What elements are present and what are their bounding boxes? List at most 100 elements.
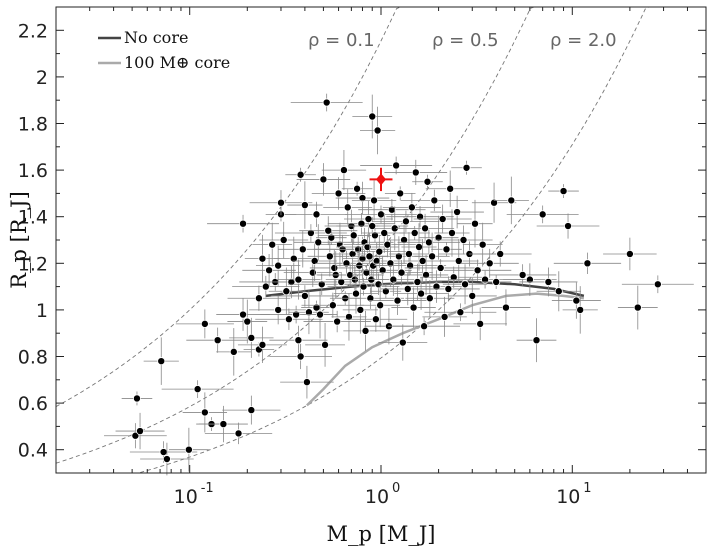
density-label-0.5: ρ = 0.5 bbox=[432, 30, 499, 51]
legend-label-no-core: No core bbox=[124, 28, 188, 47]
data-marker bbox=[373, 126, 382, 135]
data-point bbox=[468, 241, 532, 267]
data-marker bbox=[339, 166, 348, 175]
data-point bbox=[104, 423, 167, 449]
data-marker bbox=[131, 431, 140, 440]
data-point bbox=[434, 209, 470, 257]
data-point bbox=[168, 427, 209, 472]
data-marker bbox=[454, 256, 463, 265]
data-point bbox=[311, 177, 366, 210]
data-point bbox=[335, 181, 390, 215]
data-marker bbox=[234, 429, 243, 438]
data-point bbox=[321, 150, 367, 191]
data-point bbox=[198, 405, 248, 443]
data-marker bbox=[468, 291, 477, 300]
data-marker bbox=[532, 336, 541, 345]
data-point bbox=[255, 245, 301, 286]
data-marker bbox=[184, 445, 193, 454]
data-marker bbox=[653, 280, 662, 289]
y-tick-label: 1 bbox=[36, 300, 48, 322]
data-point bbox=[327, 277, 400, 296]
data-marker bbox=[239, 219, 248, 228]
y-tick-label: 0.8 bbox=[18, 347, 48, 369]
data-marker bbox=[404, 249, 413, 258]
data-point bbox=[352, 94, 393, 139]
data-marker bbox=[492, 277, 501, 286]
data-marker bbox=[328, 301, 337, 310]
data-point bbox=[161, 380, 234, 398]
data-point bbox=[443, 259, 512, 282]
data-marker bbox=[423, 177, 432, 186]
y-tick-label: 1.8 bbox=[18, 114, 48, 136]
y-tick-label: 0.4 bbox=[18, 440, 48, 462]
data-marker bbox=[294, 275, 303, 284]
data-marker bbox=[403, 284, 412, 293]
density-curve-2 bbox=[140, 6, 650, 473]
data-marker bbox=[219, 420, 228, 429]
data-marker bbox=[314, 238, 323, 247]
data-marker bbox=[432, 282, 441, 291]
data-point bbox=[302, 290, 338, 339]
data-marker bbox=[306, 229, 315, 238]
data-point bbox=[405, 280, 455, 317]
x-tick-exponent: 0 bbox=[392, 481, 400, 496]
data-marker bbox=[421, 224, 430, 233]
data-marker bbox=[333, 317, 342, 326]
data-marker bbox=[308, 268, 317, 277]
data-marker bbox=[424, 238, 433, 247]
data-marker bbox=[354, 245, 363, 254]
data-marker bbox=[300, 201, 309, 210]
data-marker bbox=[430, 196, 439, 205]
data-marker bbox=[334, 189, 343, 198]
data-point bbox=[182, 392, 228, 433]
data-point bbox=[424, 303, 497, 322]
data-marker bbox=[247, 406, 256, 415]
density-label-0.1: ρ = 0.1 bbox=[308, 30, 375, 51]
data-marker bbox=[476, 319, 485, 328]
data-marker bbox=[572, 296, 581, 305]
data-point bbox=[143, 337, 179, 385]
density-curve-0 bbox=[55, 6, 401, 407]
data-marker bbox=[371, 315, 380, 324]
data-marker bbox=[416, 212, 425, 221]
data-marker bbox=[544, 277, 553, 286]
data-marker bbox=[525, 275, 534, 284]
data-marker bbox=[361, 326, 370, 335]
data-point bbox=[536, 271, 581, 312]
data-marker bbox=[356, 305, 365, 314]
data-point bbox=[360, 156, 433, 175]
data-point bbox=[207, 214, 279, 233]
data-marker bbox=[449, 273, 458, 282]
data-marker bbox=[349, 231, 358, 240]
data-point bbox=[360, 106, 396, 155]
data-point bbox=[416, 276, 480, 302]
data-point bbox=[352, 235, 407, 268]
data-marker bbox=[496, 249, 505, 258]
data-point bbox=[343, 200, 393, 238]
data-point bbox=[305, 273, 378, 291]
data-marker bbox=[576, 305, 585, 314]
data-point bbox=[280, 365, 334, 399]
legend-label-core: 100 M⊕ core bbox=[124, 53, 230, 72]
data-marker bbox=[470, 219, 479, 228]
data-point bbox=[391, 287, 436, 328]
tick-labels: 0.40.60.811.21.41.61.822.210 -1 10 0 10 1 bbox=[18, 20, 592, 508]
data-marker bbox=[462, 163, 471, 172]
data-marker bbox=[372, 256, 381, 265]
data-point bbox=[412, 174, 443, 189]
data-marker bbox=[247, 333, 256, 342]
data-point bbox=[493, 176, 529, 225]
data-point bbox=[316, 264, 384, 286]
data-marker bbox=[625, 249, 634, 258]
data-marker bbox=[410, 229, 419, 238]
y-tick-label: 2 bbox=[36, 67, 48, 89]
data-marker bbox=[383, 240, 392, 249]
data-marker bbox=[296, 352, 305, 361]
data-marker bbox=[268, 240, 277, 249]
data-point bbox=[259, 221, 309, 259]
data-marker bbox=[438, 215, 447, 224]
data-point bbox=[323, 189, 373, 226]
data-marker bbox=[364, 215, 373, 224]
